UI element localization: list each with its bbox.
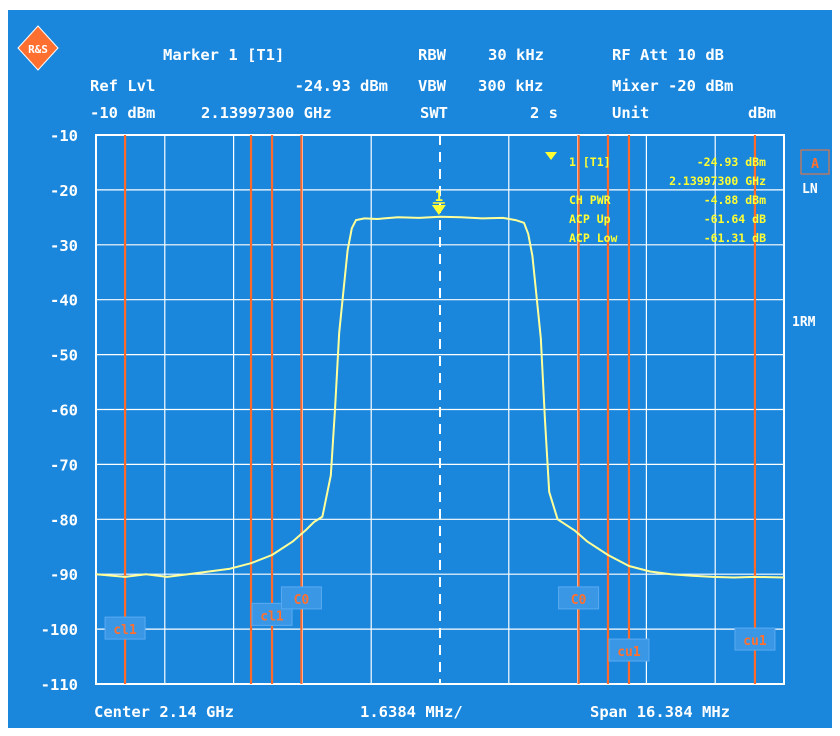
ln-label: LN xyxy=(802,182,818,197)
y-tick-label: -60 xyxy=(50,402,78,420)
rbw-value: 30 kHz xyxy=(488,46,544,64)
marker-info-label-1: 1 [T1] xyxy=(569,155,611,169)
y-tick-label: -40 xyxy=(50,292,78,310)
span: Span 16.384 MHz xyxy=(590,703,730,721)
channel-label-box xyxy=(734,627,776,651)
center-frequency: Center 2.14 GHz xyxy=(94,703,234,721)
logo-text: R&S xyxy=(28,43,48,56)
y-tick-label: -110 xyxy=(41,676,78,694)
vbw-value: 300 kHz xyxy=(478,77,543,95)
channel-label: cl1 xyxy=(260,609,284,624)
marker-info-value-5: -61.31 dB xyxy=(704,231,766,245)
channel-label-box xyxy=(280,586,322,610)
marker-info-value-1: -24.93 dBm xyxy=(697,155,766,169)
marker-info-value-2: 2.13997300 GHz xyxy=(669,174,766,188)
marker-1: 1 xyxy=(431,189,446,215)
marker-info-value-3: -4.88 dBm xyxy=(704,193,766,207)
marker-frequency: 2.13997300 GHz xyxy=(201,104,332,122)
marker-number: 1 xyxy=(435,189,443,205)
marker-info-value-4: -61.64 dB xyxy=(704,212,766,226)
marker-triangle-icon xyxy=(545,152,557,160)
marker-level: -24.93 dBm xyxy=(295,77,388,95)
channel-label-box xyxy=(608,638,650,662)
y-tick-label: -70 xyxy=(50,456,78,474)
marker-triangle-icon xyxy=(431,204,446,215)
channel-label: C0 xyxy=(294,593,310,608)
y-tick-labels: -10 -20 -30 -40 -50 -60 -70 -80 -90 -100 -110 xyxy=(41,127,78,694)
channel-label-box xyxy=(558,586,600,610)
y-tick-label: -50 xyxy=(50,347,78,365)
y-tick-label: -80 xyxy=(50,511,78,529)
channel-label: cu1 xyxy=(617,645,641,660)
marker-info-label-3: CH PWR xyxy=(569,193,611,207)
mixer: Mixer -20 dBm xyxy=(612,77,733,95)
y-tick-label: -20 xyxy=(50,182,78,200)
trace-a-label: A xyxy=(811,157,819,172)
rs-logo: R&S xyxy=(17,25,59,71)
rbw-label: RBW xyxy=(418,46,447,64)
ref-level-label: Ref Lvl xyxy=(90,77,155,95)
spectrum-plot: R&S Marker 1 [T1] RBW 30 kHz RF Att 10 d… xyxy=(17,25,830,721)
rf-att: RF Att 10 dB xyxy=(612,46,724,64)
swt-label: SWT xyxy=(420,104,448,122)
marker-heading: Marker 1 [T1] xyxy=(163,46,284,64)
vbw-label: VBW xyxy=(418,77,447,95)
spectrum-trace xyxy=(96,215,784,579)
channel-label-box xyxy=(104,616,146,640)
channel-lines: cl1 cl1 C0 C0 cu1 cu1 xyxy=(104,135,776,684)
channel-label: cu1 xyxy=(743,634,767,649)
unit-value: dBm xyxy=(748,104,776,122)
y-tick-label: -100 xyxy=(41,621,78,639)
per-division: 1.6384 MHz/ xyxy=(360,703,463,721)
unit-label: Unit xyxy=(612,104,649,122)
y-tick-label: -10 xyxy=(50,127,78,145)
y-tick-label: -30 xyxy=(50,237,78,255)
ref-level-value: -10 dBm xyxy=(90,104,155,122)
rm-label: 1RM xyxy=(792,315,816,330)
marker-info-box: 1 [T1] -24.93 dBm 2.13997300 GHz CH PWR … xyxy=(545,152,766,245)
channel-label: C0 xyxy=(571,593,587,608)
trace-a-box xyxy=(800,149,830,175)
channel-label: cl1 xyxy=(113,623,137,638)
analyzer-screen: R&S Marker 1 [T1] RBW 30 kHz RF Att 10 d… xyxy=(8,10,832,728)
marker-info-label-5: ACP Low xyxy=(569,231,618,245)
swt-value: 2 s xyxy=(530,104,558,122)
marker-info-label-4: ACP Up xyxy=(569,212,611,226)
y-tick-label: -90 xyxy=(50,566,78,584)
